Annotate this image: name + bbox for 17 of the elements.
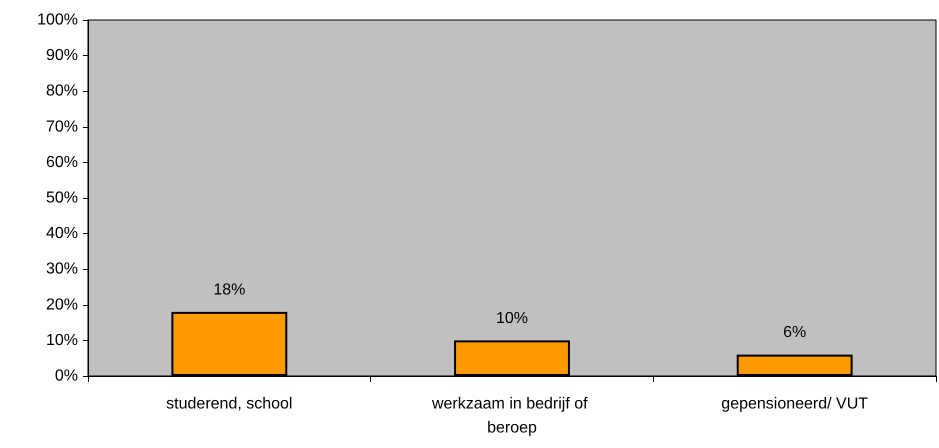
y-tick-label: 30% — [46, 260, 78, 278]
y-tick-label: 0% — [54, 368, 78, 384]
y-tick-label: 60% — [46, 154, 78, 171]
y-tick-label: 10% — [46, 332, 78, 349]
data-label: 18% — [213, 281, 246, 298]
y-tick-label: 40% — [46, 225, 78, 242]
x-tick-label: gepensioneerd/ VUT — [721, 396, 868, 412]
y-tick-label: 80% — [46, 82, 78, 100]
x-tick-label: studerend, school — [166, 396, 292, 412]
y-tick-label: 50% — [46, 190, 78, 206]
data-label: 6% — [783, 324, 806, 342]
y-tick-label: 70% — [46, 118, 78, 136]
data-label: 10% — [496, 310, 528, 327]
y-tick-label: 20% — [46, 296, 78, 314]
y-tick-label: 90% — [46, 47, 78, 64]
y-tick-label: 100% — [37, 12, 78, 28]
x-tick-label: werkzaam in bedrijf of beroep — [430, 396, 592, 436]
